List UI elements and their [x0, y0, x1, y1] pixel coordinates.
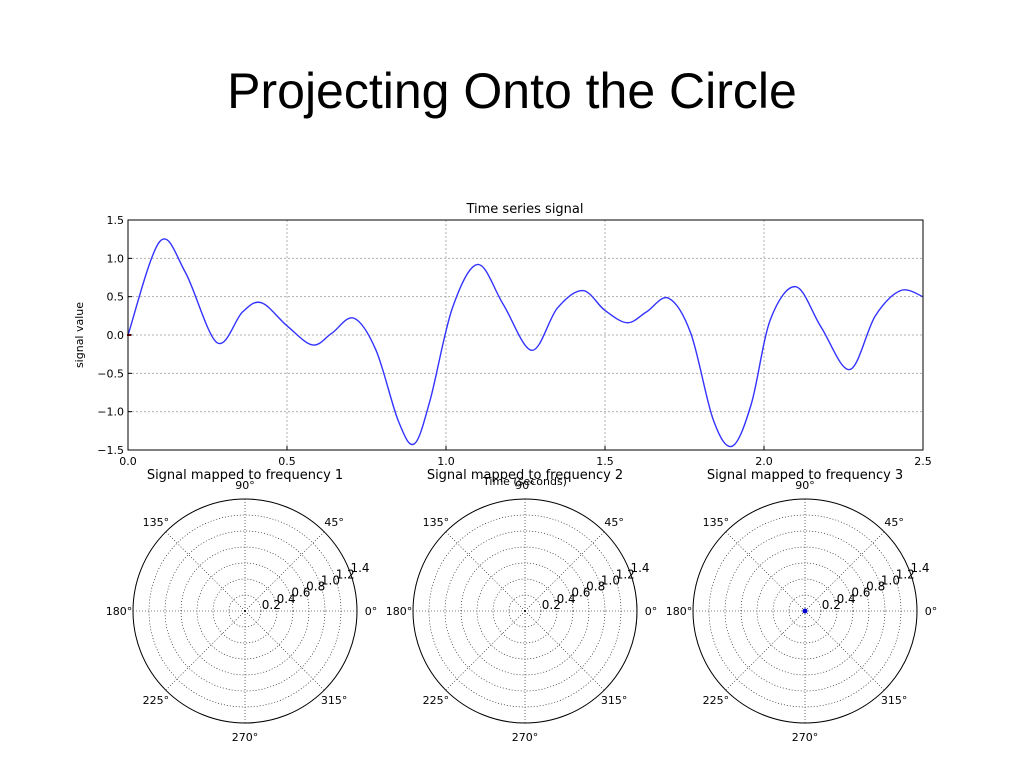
polar-title-2: Signal mapped to frequency 2	[427, 468, 623, 483]
ts-xtick-label: 1.0	[437, 455, 455, 468]
ts-xtick-label: 1.5	[596, 455, 614, 468]
ts-ytick-label: 1.0	[107, 252, 125, 265]
polar-radial-label: 1.2	[616, 567, 635, 581]
polar-radial-label: 1.2	[896, 567, 915, 581]
polar-frame	[132, 498, 358, 724]
polar-angle-label: 90°	[235, 479, 255, 492]
polar-radial-label: 0.6	[571, 586, 590, 600]
polar-angle-label: 225°	[423, 694, 450, 707]
polar-ring	[164, 530, 326, 692]
ts-ylabel: signal value	[73, 302, 86, 368]
polar-angle-label: 135°	[423, 516, 450, 529]
polar-angle-label: 270°	[512, 731, 539, 744]
polar-ring	[212, 578, 278, 644]
ts-ytick-label: 0.0	[107, 329, 125, 342]
polar-spoke	[165, 531, 246, 612]
polar-radial-label: 1.0	[321, 573, 340, 587]
slide-title: Projecting Onto the Circle	[227, 63, 797, 119]
polar-radial-label: 0.8	[586, 580, 605, 594]
polar-angle-label: 0°	[645, 605, 658, 618]
polar-radial-label: 0.6	[291, 586, 310, 600]
polar-angle-label: 315°	[881, 694, 908, 707]
ts-title: Time series signal	[465, 202, 583, 217]
polar-angle-label: 225°	[143, 694, 170, 707]
polar-radial-label: 0.2	[262, 598, 281, 612]
polar-plot-2: 0° 45° 90° 135° 180° 225° 270° 315° 0.20.40.60.8…	[386, 479, 658, 744]
polar-radial-label: 1.2	[336, 567, 355, 581]
polar-frame	[412, 498, 638, 724]
polar-radial-label: 1.4	[630, 561, 649, 575]
polar-radial-label: 1.4	[910, 561, 929, 575]
polar-angle-label: 135°	[703, 516, 730, 529]
polar-angle-label: 270°	[792, 731, 819, 744]
polar-spoke	[244, 610, 325, 691]
ts-xtick-label: 2.0	[755, 455, 773, 468]
polar-frame	[692, 498, 918, 724]
polar-angle-label: 225°	[703, 694, 730, 707]
polar-angle-label: 45°	[324, 516, 344, 529]
ts-ytick-label: 0.5	[107, 291, 125, 304]
ts-ytick-label: 1.5	[107, 214, 125, 227]
polar-ring	[724, 530, 886, 692]
polar-angle-label: 180°	[106, 605, 133, 618]
polar-center	[244, 610, 246, 612]
polar-ring	[492, 578, 558, 644]
polar-radial-label: 0.8	[866, 580, 885, 594]
polar-plot-3: 0° 45° 90° 135° 180° 225° 270° 315° 0.20.40.60.8…	[666, 479, 938, 744]
polar-angle-label: 180°	[666, 605, 693, 618]
polar-radial-label: 1.0	[601, 573, 620, 587]
ts-signal-line	[127, 238, 924, 448]
polar-point	[802, 608, 808, 614]
polar-spoke	[804, 610, 885, 691]
polar-spoke	[725, 531, 806, 612]
polar-spoke	[524, 610, 605, 691]
polar-spoke	[524, 531, 605, 612]
ts-xlabel: Time (seconds)	[482, 475, 567, 488]
polar-angle-label: 45°	[604, 516, 624, 529]
polar-spoke	[725, 610, 806, 691]
polar-radial-label: 0.4	[277, 592, 296, 606]
polar-radial-label: 1.4	[350, 561, 369, 575]
polar-spoke	[244, 531, 325, 612]
polar-angle-label: 135°	[143, 516, 170, 529]
polar-spoke	[804, 531, 885, 612]
polar-radial-label: 1.0	[881, 573, 900, 587]
polar-angle-label: 90°	[515, 479, 535, 492]
polar-angle-label: 0°	[365, 605, 378, 618]
polar-radial-label: 0.6	[851, 586, 870, 600]
polar-angle-label: 315°	[601, 694, 628, 707]
polar-title-1: Signal mapped to frequency 1	[147, 468, 343, 483]
ts-ytick-label: −0.5	[97, 367, 124, 380]
ts-xtick-label: 0.0	[119, 455, 137, 468]
polar-ring	[444, 530, 606, 692]
polar-angle-label: 0°	[925, 605, 938, 618]
ts-ytick-label: −1.5	[97, 444, 124, 457]
polar-radial-label: 0.2	[542, 598, 561, 612]
polar-ring	[772, 578, 838, 644]
polar-center	[524, 610, 526, 612]
polar-radial-label: 0.4	[557, 592, 576, 606]
polar-plot-1: 0° 45° 90° 135° 180° 225° 270° 315° 0.20.40.60.8…	[106, 479, 378, 744]
polar-spoke	[445, 531, 526, 612]
ts-ytick-label: −1.0	[97, 406, 124, 419]
polar-angle-label: 90°	[795, 479, 815, 492]
polar-angle-label: 45°	[884, 516, 904, 529]
polar-title-3: Signal mapped to frequency 3	[707, 468, 903, 483]
polar-angle-label: 180°	[386, 605, 413, 618]
polar-radial-label: 0.4	[837, 592, 856, 606]
polar-spoke	[445, 610, 526, 691]
polar-angle-label: 270°	[232, 731, 259, 744]
polar-radial-label: 0.8	[306, 580, 325, 594]
ts-xtick-label: 2.5	[914, 455, 932, 468]
polar-spoke	[165, 610, 246, 691]
polar-radial-label: 0.2	[822, 598, 841, 612]
polar-angle-label: 315°	[321, 694, 348, 707]
ts-xtick-label: 0.5	[278, 455, 296, 468]
